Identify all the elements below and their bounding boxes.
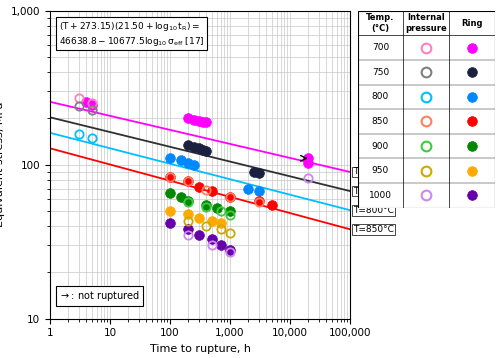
Text: Internal
pressure: Internal pressure: [406, 13, 447, 33]
Text: 800: 800: [372, 92, 389, 101]
Text: 950: 950: [372, 166, 389, 175]
Text: 900: 900: [372, 142, 389, 151]
Text: T=700°C: T=700°C: [353, 168, 394, 176]
Text: 750: 750: [372, 68, 389, 77]
Text: T=850°C: T=850°C: [353, 225, 394, 234]
Text: 850: 850: [372, 117, 389, 126]
Text: T=750°C: T=750°C: [353, 187, 394, 195]
Text: $\rightarrow$: not ruptured: $\rightarrow$: not ruptured: [59, 289, 140, 303]
Text: 1000: 1000: [369, 191, 392, 200]
Text: $(T + 273.15)(21.50 + \log_{10} t_R) =$
$46638.8 - 10677.5 \log_{10} \sigma_{eff: $(T + 273.15)(21.50 + \log_{10} t_R) =$ …: [59, 20, 204, 48]
Text: T=800°C: T=800°C: [353, 205, 394, 215]
X-axis label: Time to rupture, h: Time to rupture, h: [150, 344, 250, 354]
Text: 700: 700: [372, 43, 389, 52]
Y-axis label: Equivalent stress, MPa: Equivalent stress, MPa: [0, 102, 5, 227]
Text: Ring: Ring: [462, 19, 483, 28]
Text: Temp.
(°C): Temp. (°C): [366, 13, 394, 33]
